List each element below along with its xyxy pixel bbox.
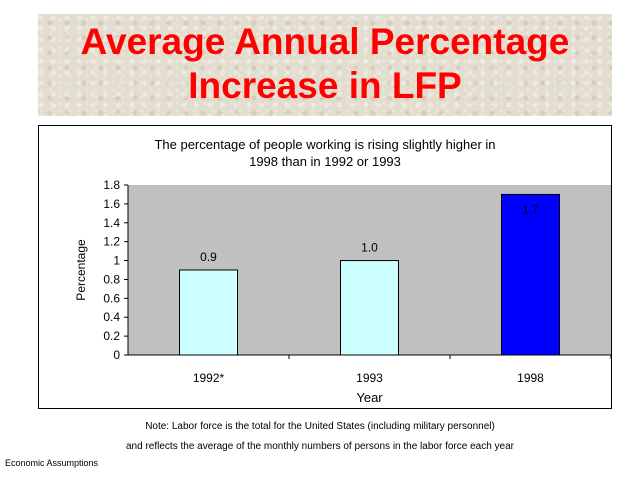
y-tick-label: 1.6 bbox=[103, 197, 120, 211]
title-banner bbox=[38, 14, 612, 116]
y-tick-label: 0.4 bbox=[103, 310, 120, 324]
bar-chart: 0 0.2 0.4 0.6 0.8 1 1.2 1.4 1.6 1.8 0.9 1992* 1.0 199… bbox=[74, 178, 611, 405]
x-tick-label: 1998 bbox=[517, 371, 544, 385]
chart-title-line-1: The percentage of people working is risi… bbox=[154, 137, 496, 152]
title-line-2: Increase in LFP bbox=[188, 65, 462, 106]
y-tick-label: 0 bbox=[113, 348, 120, 362]
chart-frame: The percentage of people working is risi… bbox=[38, 125, 612, 409]
chart-title-line-2: 1998 than in 1992 or 1993 bbox=[249, 154, 401, 169]
y-axis-title: Percentage bbox=[74, 239, 88, 301]
bar bbox=[501, 193, 560, 356]
data-label: 1.7 bbox=[522, 202, 539, 216]
x-tick-label: 1992* bbox=[193, 371, 225, 385]
bar bbox=[340, 260, 399, 356]
data-label: 0.9 bbox=[200, 250, 217, 264]
y-tick-label: 1.8 bbox=[103, 178, 120, 192]
bar bbox=[179, 269, 238, 356]
note-line-2: and reflects the average of the monthly … bbox=[126, 441, 514, 452]
y-tick-label: 0.8 bbox=[103, 272, 120, 286]
y-tick-label: 1.4 bbox=[103, 216, 120, 230]
slide-title: Average Annual Percentage Increase in LF… bbox=[38, 20, 612, 108]
chart-title: The percentage of people working is risi… bbox=[39, 136, 611, 170]
note-line-1: Note: Labor force is the total for the U… bbox=[145, 421, 495, 432]
y-tick-label: 1.2 bbox=[103, 235, 120, 249]
x-axis-title: Year bbox=[356, 390, 383, 405]
title-line-1: Average Annual Percentage bbox=[80, 21, 570, 62]
data-label: 1.0 bbox=[361, 241, 378, 255]
y-tick-label: 0.2 bbox=[103, 329, 120, 343]
footer-text: Economic Assumptions bbox=[5, 458, 99, 468]
y-tick-label: 1 bbox=[113, 254, 120, 268]
x-tick-label: 1993 bbox=[356, 371, 383, 385]
y-tick-label: 0.6 bbox=[103, 291, 120, 305]
